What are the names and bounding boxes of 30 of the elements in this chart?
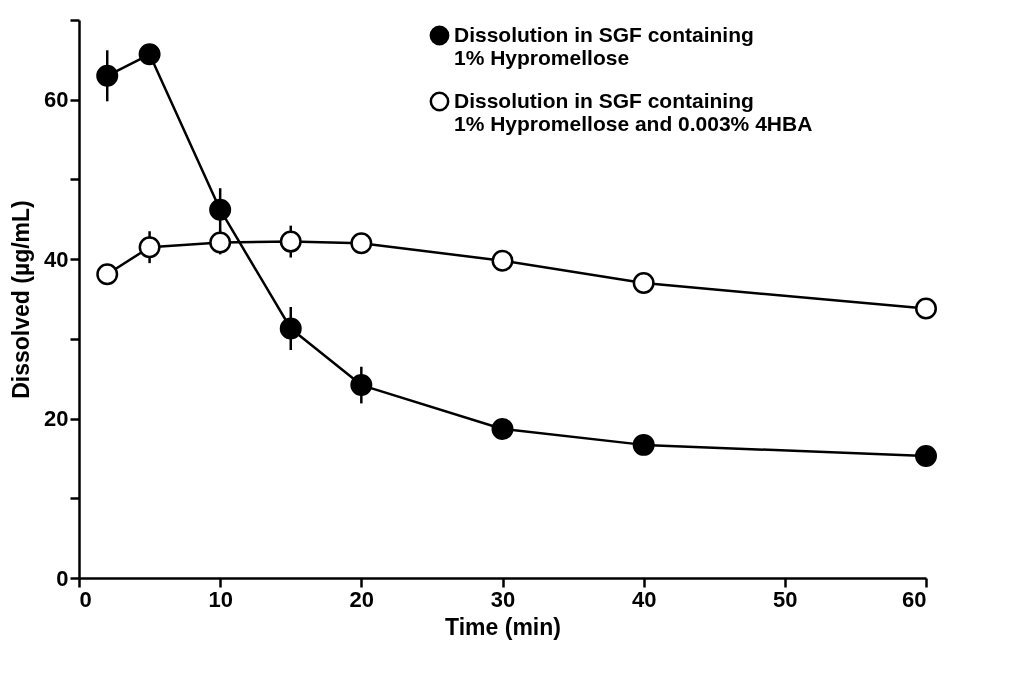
point xyxy=(138,43,161,66)
point xyxy=(96,64,119,87)
point xyxy=(632,433,655,456)
legend-label: Dissolution in SGF containing 1% Hypromellose and 0.003% 4HBA xyxy=(454,88,813,135)
x-tick-label: 40 xyxy=(631,586,657,612)
point xyxy=(632,272,655,295)
point xyxy=(96,263,119,286)
point xyxy=(915,445,937,468)
point xyxy=(279,317,302,340)
x-tick-label: 60 xyxy=(902,586,927,612)
point xyxy=(491,249,514,272)
point xyxy=(138,236,161,259)
x-tick-label: 10 xyxy=(208,586,233,612)
x-tick-label: 0 xyxy=(79,586,92,612)
point xyxy=(279,230,302,253)
point xyxy=(491,417,514,440)
y-tick-label: 60 xyxy=(44,87,69,113)
x-tick-label: 50 xyxy=(773,586,798,612)
y-tick-label: 0 xyxy=(56,565,69,591)
point xyxy=(209,198,232,221)
point xyxy=(350,374,373,397)
y-axis-title: Dissolved (µg/mL) xyxy=(8,200,35,399)
x-axis-title: Time (min) xyxy=(445,613,561,640)
legend-label: Dissolution in SGF containing 1% Hypromellose xyxy=(454,22,754,69)
point xyxy=(350,232,373,255)
y-tick-label: 20 xyxy=(44,406,69,432)
point xyxy=(915,297,937,320)
x-tick-label: 20 xyxy=(349,586,375,612)
x-tick-label: 30 xyxy=(490,586,516,612)
y-tick-label: 40 xyxy=(44,246,69,272)
